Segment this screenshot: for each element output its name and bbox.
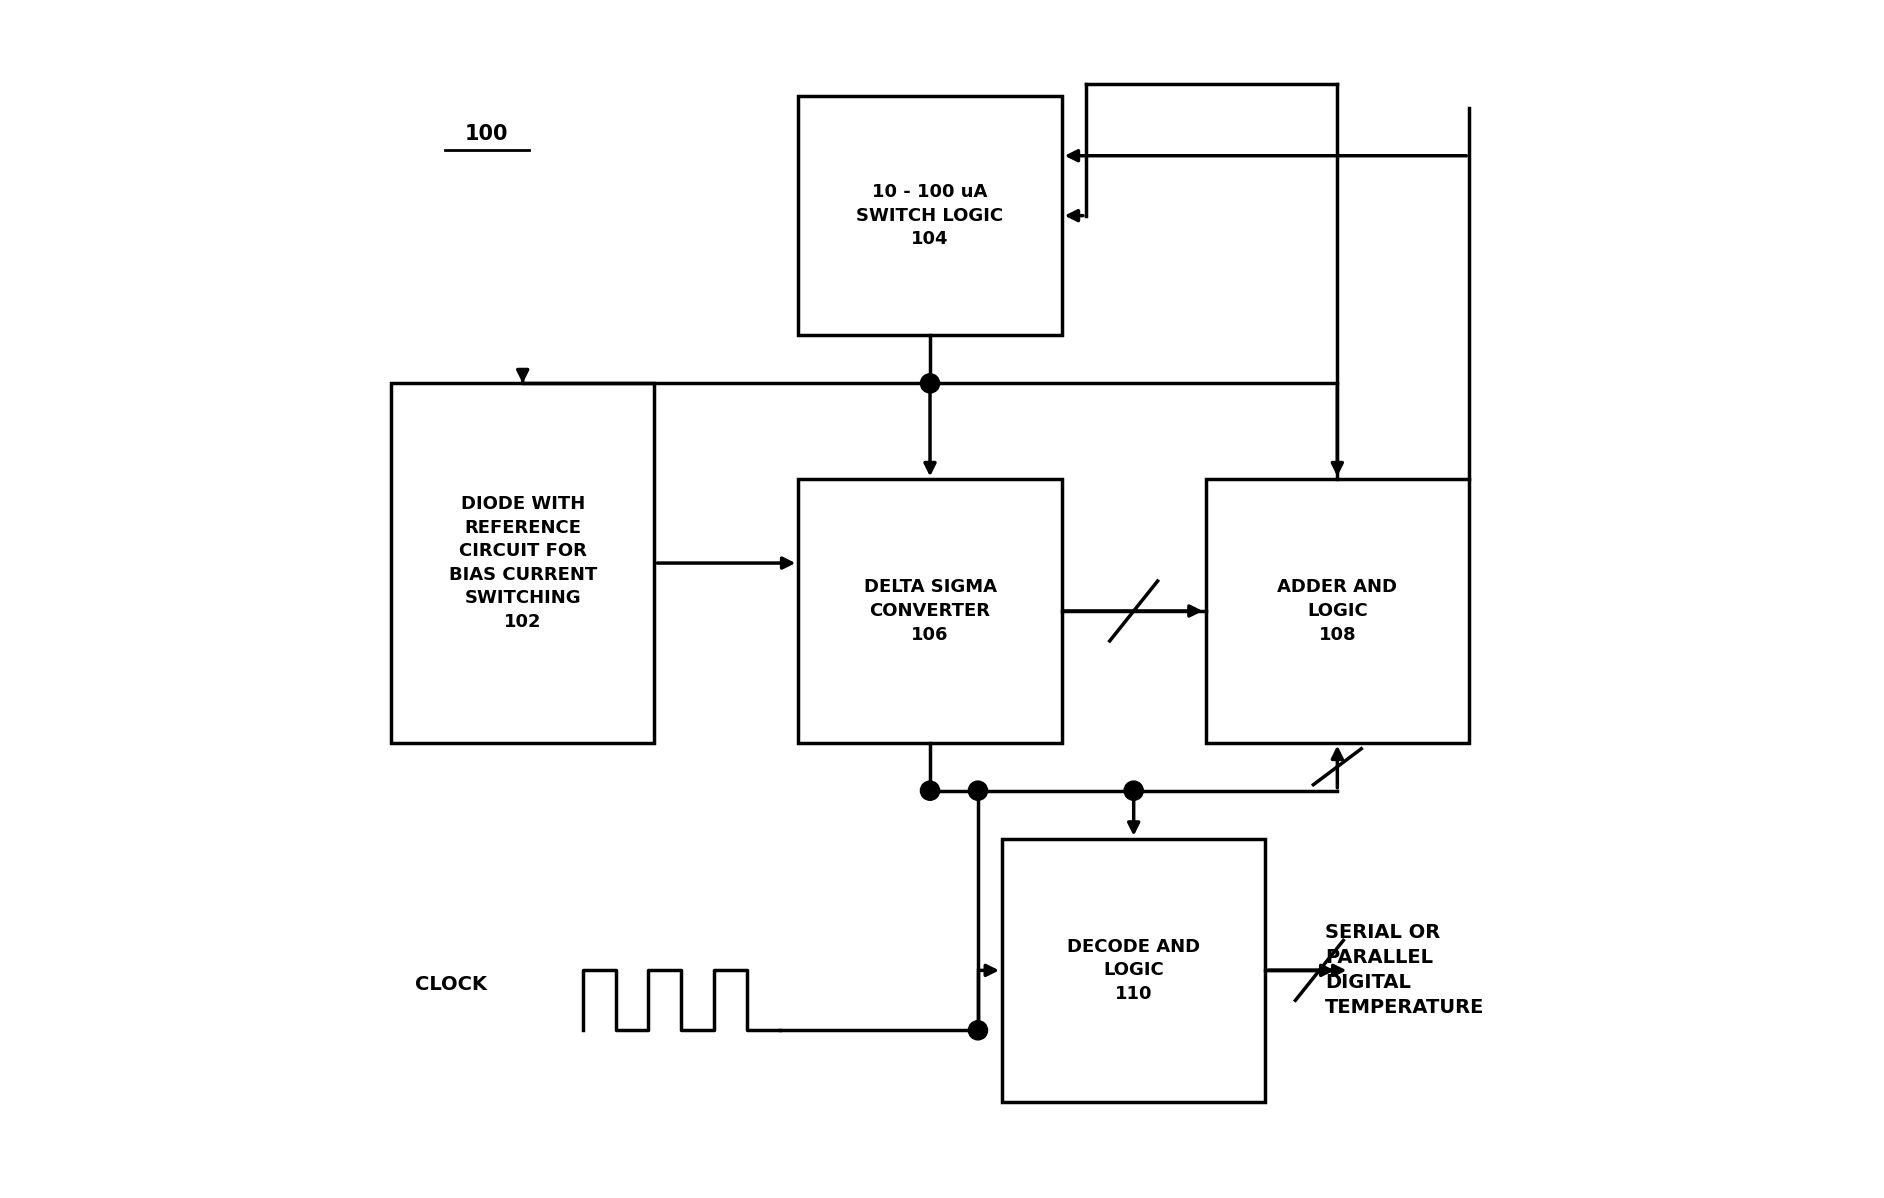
Text: 100: 100: [465, 123, 509, 144]
Text: CLOCK: CLOCK: [414, 975, 486, 994]
FancyBboxPatch shape: [390, 383, 654, 743]
Circle shape: [921, 374, 940, 393]
FancyBboxPatch shape: [799, 479, 1063, 743]
FancyBboxPatch shape: [1002, 839, 1266, 1102]
Text: DECODE AND
LOGIC
110: DECODE AND LOGIC 110: [1066, 938, 1200, 1003]
FancyBboxPatch shape: [799, 96, 1063, 335]
Text: 10 - 100 uA
SWITCH LOGIC
104: 10 - 100 uA SWITCH LOGIC 104: [857, 183, 1004, 248]
Circle shape: [921, 781, 940, 800]
Circle shape: [968, 781, 987, 800]
FancyBboxPatch shape: [1206, 479, 1470, 743]
Text: ADDER AND
LOGIC
108: ADDER AND LOGIC 108: [1277, 579, 1398, 643]
Text: DIODE WITH
REFERENCE
CIRCUIT FOR
BIAS CURRENT
SWITCHING
102: DIODE WITH REFERENCE CIRCUIT FOR BIAS CU…: [448, 495, 597, 631]
Circle shape: [1125, 781, 1144, 800]
Text: DELTA SIGMA
CONVERTER
106: DELTA SIGMA CONVERTER 106: [863, 579, 997, 643]
Circle shape: [968, 1021, 987, 1040]
Text: SERIAL OR
PARALLEL
DIGITAL
TEMPERATURE: SERIAL OR PARALLEL DIGITAL TEMPERATURE: [1324, 924, 1485, 1017]
